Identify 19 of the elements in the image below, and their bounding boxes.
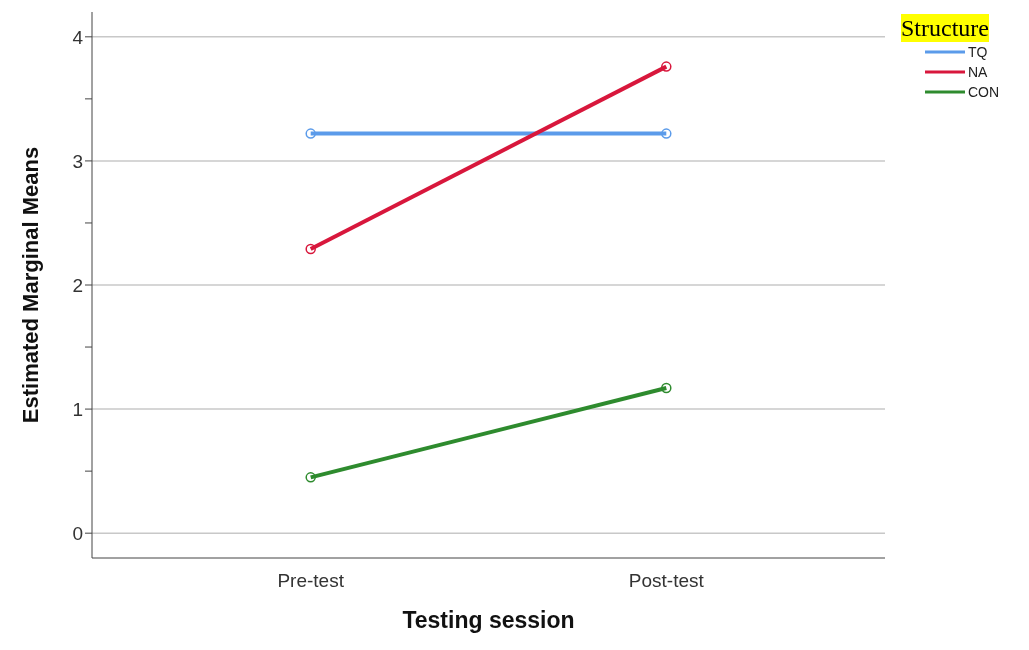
y-tick-label: 3	[72, 150, 83, 172]
y-tick-label: 0	[72, 522, 83, 544]
legend-label: CON	[968, 84, 1000, 100]
y-tick-label: 4	[72, 26, 84, 48]
point	[305, 243, 316, 255]
y-tick-label: 2	[72, 274, 83, 296]
point	[305, 128, 316, 139]
x-axis-title: Testing session	[402, 607, 575, 633]
y-axis-title: Estimated Marginal Means	[17, 146, 43, 424]
legend-label: TQ	[968, 44, 988, 60]
point	[661, 128, 672, 139]
legend-title: Structure	[901, 14, 989, 42]
point	[661, 382, 672, 394]
x-tick-label: Pre-test	[277, 570, 345, 592]
x-tick-label: Post-test	[628, 570, 705, 592]
point	[661, 61, 672, 72]
y-tick-label: 1	[72, 398, 83, 420]
legend-label: NA	[968, 64, 988, 80]
point	[305, 472, 316, 483]
